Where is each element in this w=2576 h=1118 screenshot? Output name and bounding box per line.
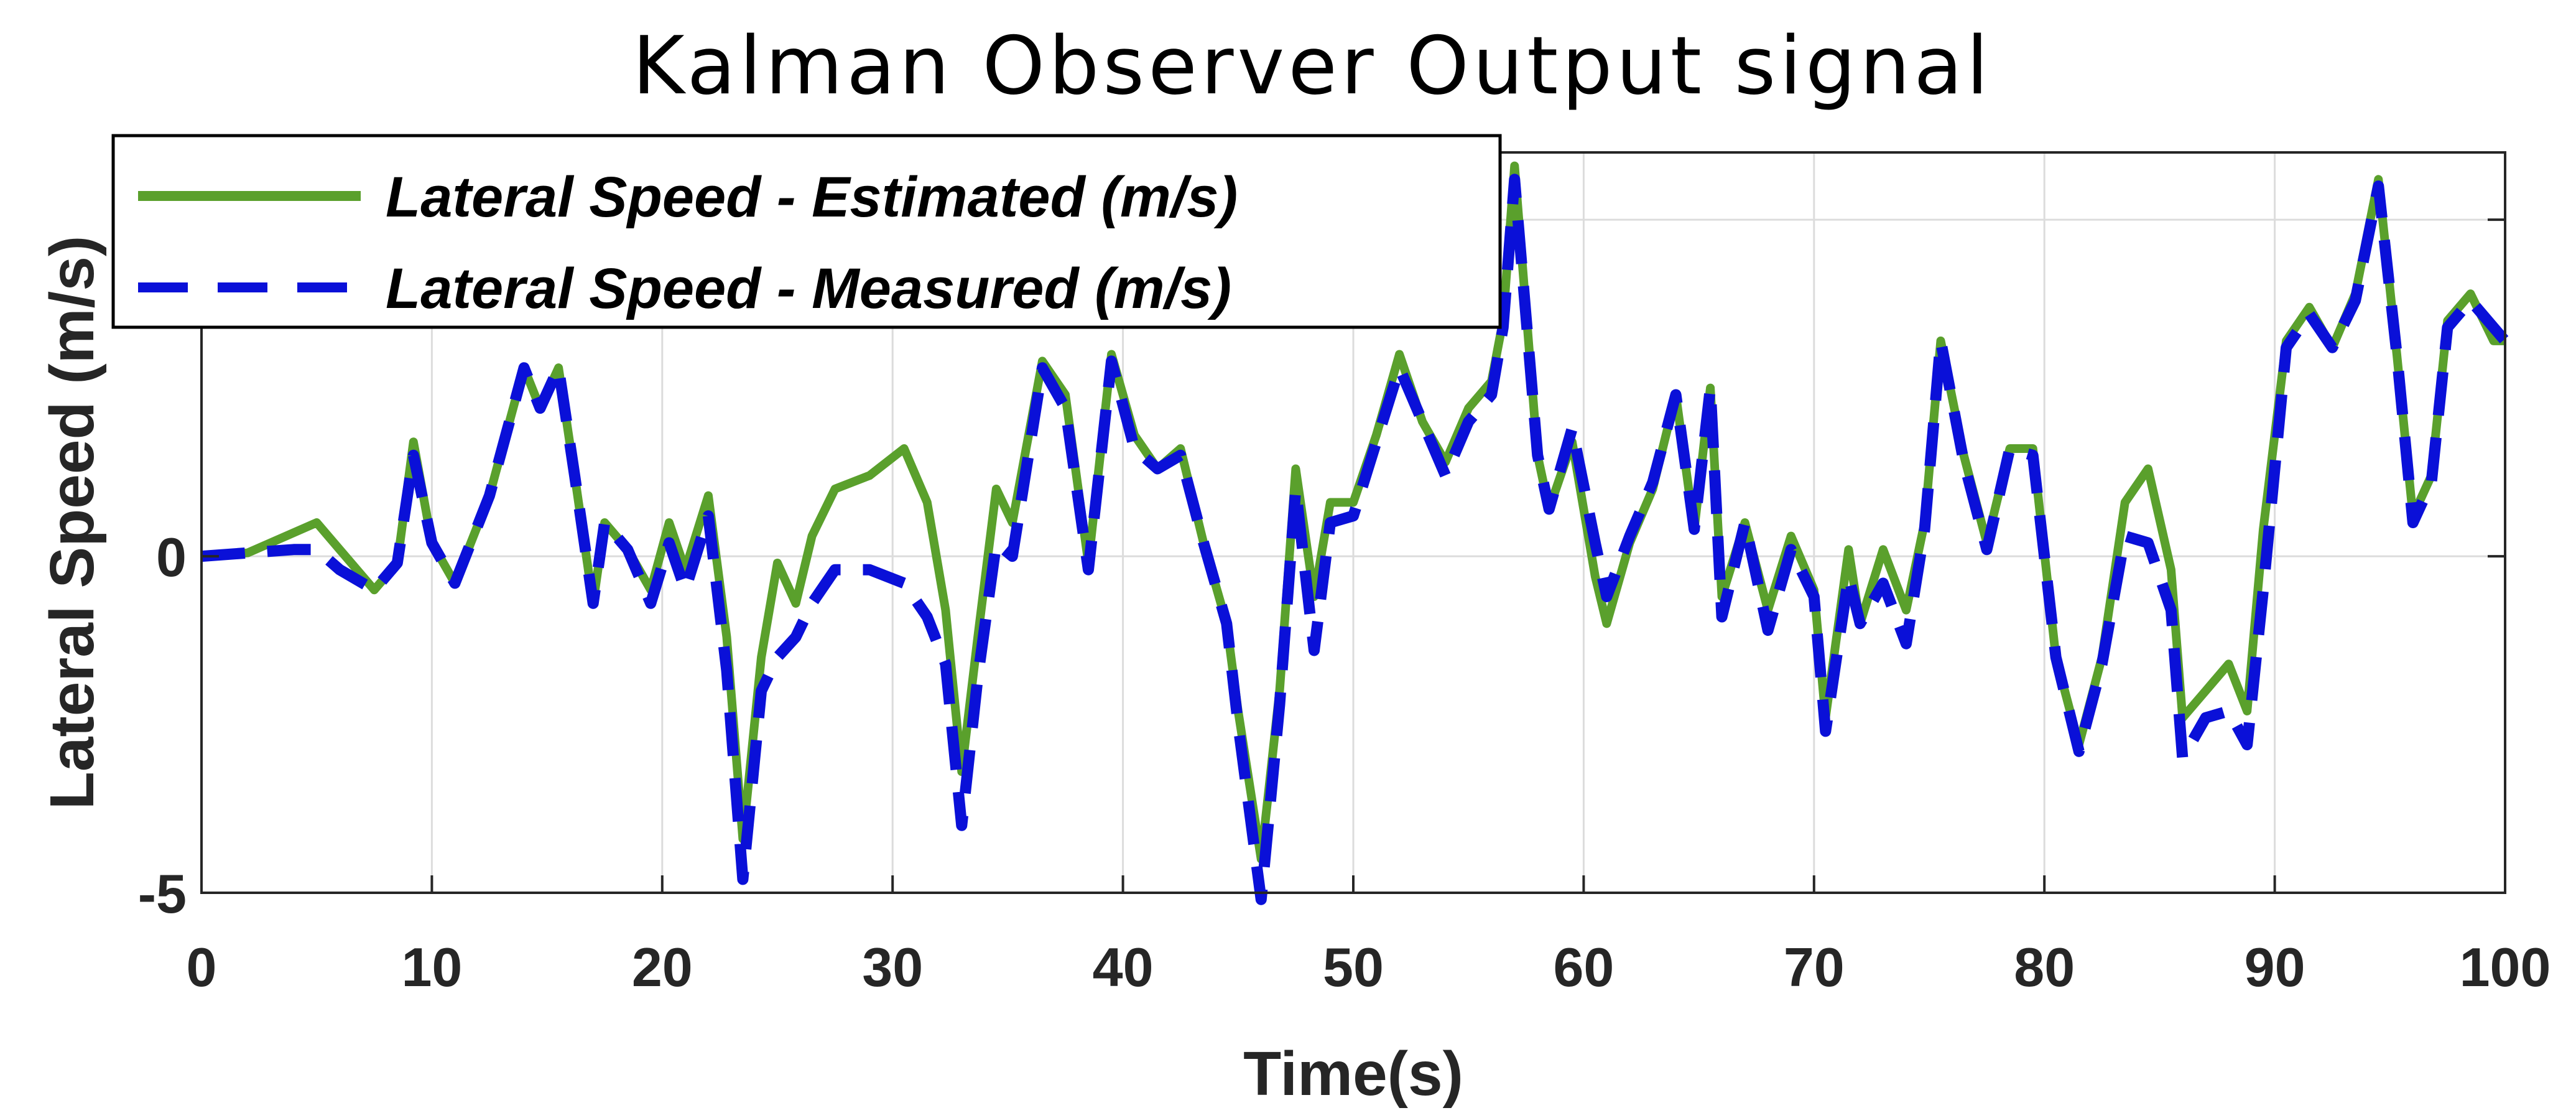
x-tick-label: 80 xyxy=(2014,936,2075,998)
x-tick-label: 90 xyxy=(2245,936,2305,998)
x-tick-label: 70 xyxy=(1784,936,1845,998)
legend-label-measured: Lateral Speed - Measured (m/s) xyxy=(386,257,1231,320)
legend-label-estimated: Lateral Speed - Estimated (m/s) xyxy=(386,165,1238,229)
x-tick-label: 0 xyxy=(187,936,217,998)
x-tick-label: 10 xyxy=(401,936,462,998)
series-line-lateral-speed-estimated-m-s xyxy=(201,161,2505,864)
ticks: 0 10 20 30 40 50 60 70 80 90 100-50 xyxy=(138,218,2551,998)
x-tick-label: 40 xyxy=(1093,936,1154,998)
y-axis-label: Lateral Speed (m/s) xyxy=(37,236,107,810)
x-tick-label: 60 xyxy=(1553,936,1614,998)
y-tick-label: 0 xyxy=(156,526,187,588)
x-tick-label: 50 xyxy=(1323,936,1384,998)
series-line-lateral-speed-measured-m-s xyxy=(201,174,2509,905)
x-tick-label: 100 xyxy=(2460,936,2551,998)
x-axis-label: Time(s) xyxy=(1243,1039,1463,1109)
series-layer xyxy=(201,161,2509,905)
legend-box xyxy=(111,134,1502,329)
chart-title: Kalman Observer Output signal xyxy=(632,20,1992,113)
x-tick-label: 20 xyxy=(632,936,693,998)
legend: Lateral Speed - Estimated (m/s) Lateral … xyxy=(111,134,1502,329)
y-tick-label: -5 xyxy=(138,863,187,925)
x-tick-label: 30 xyxy=(862,936,923,998)
